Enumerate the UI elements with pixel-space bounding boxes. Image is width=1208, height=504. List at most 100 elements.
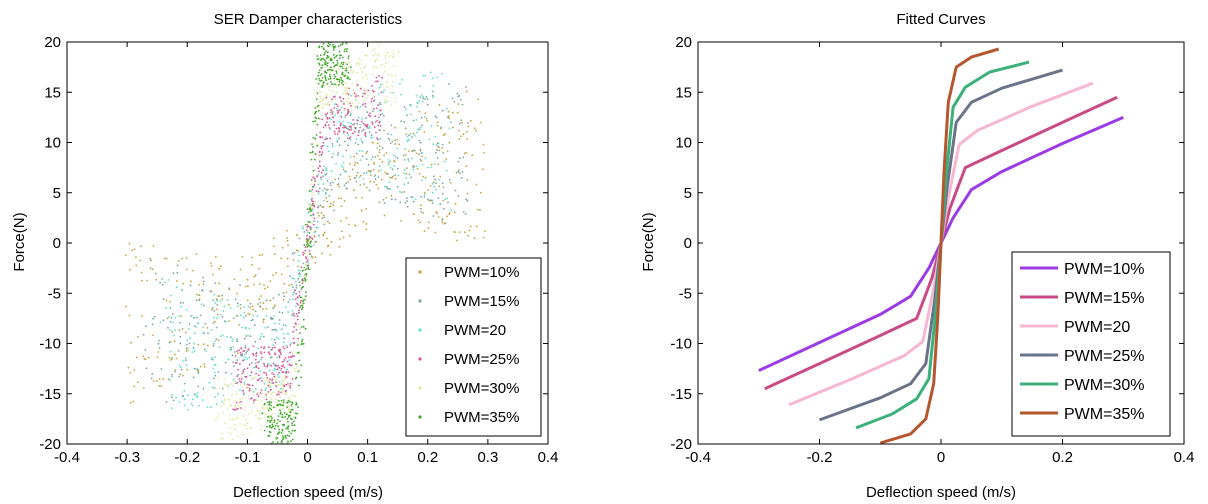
scatter-point: [318, 62, 320, 65]
scatter-point: [128, 242, 131, 245]
scatter-point: [388, 139, 391, 141]
scatter-point: [280, 383, 283, 386]
scatter-point: [287, 440, 289, 443]
scatter-point: [431, 202, 434, 205]
scatter-point: [289, 382, 292, 385]
scatter-point: [381, 178, 383, 181]
scatter-point: [319, 59, 322, 61]
scatter-point: [281, 413, 284, 416]
scatter-point: [293, 420, 295, 423]
scatter-point: [362, 89, 365, 92]
scatter-point: [313, 205, 316, 208]
scatter-point: [176, 264, 179, 267]
scatter-point: [365, 186, 368, 189]
scatter-point: [451, 112, 454, 114]
scatter-point: [287, 301, 290, 303]
scatter-point: [286, 346, 289, 349]
scatter-point: [178, 315, 180, 318]
scatter-point: [252, 401, 255, 403]
scatter-point: [353, 189, 355, 192]
scatter-point: [329, 137, 332, 140]
scatter-point: [188, 342, 191, 345]
scatter-point: [290, 403, 293, 406]
scatter-point: [252, 376, 255, 379]
scatter-point: [303, 231, 306, 233]
scatter-point: [334, 83, 336, 86]
scatter-point: [365, 171, 368, 174]
scatter-point: [281, 416, 284, 419]
scatter-point: [317, 109, 320, 112]
scatter-point: [321, 217, 324, 220]
scatter-point: [377, 93, 380, 95]
scatter-point: [314, 180, 317, 182]
scatter-point: [337, 74, 340, 76]
scatter-point: [243, 409, 246, 412]
scatter-point: [327, 45, 330, 48]
scatter-point: [270, 448, 272, 450]
scatter-point: [229, 349, 232, 352]
scatter-point: [311, 143, 313, 146]
scatter-point: [261, 356, 263, 359]
scatter-point: [413, 213, 415, 216]
scatter-point: [429, 71, 432, 74]
scatter-point: [306, 245, 309, 248]
scatter-point: [322, 234, 325, 237]
scatter-point: [239, 380, 241, 383]
scatter-point: [326, 116, 328, 119]
scatter-point: [165, 307, 167, 310]
scatter-point: [260, 417, 263, 419]
scatter-point: [282, 387, 285, 390]
scatter-point: [342, 92, 345, 95]
left-legend-box: [405, 257, 542, 437]
scatter-point: [481, 168, 484, 171]
scatter-point: [271, 445, 273, 447]
scatter-point: [329, 253, 332, 256]
scatter-point: [195, 299, 198, 302]
scatter-point: [347, 122, 350, 124]
scatter-point: [339, 124, 342, 127]
scatter-point: [312, 186, 314, 188]
scatter-point: [323, 98, 326, 100]
scatter-point: [362, 77, 364, 79]
scatter-point: [274, 384, 276, 387]
scatter-point: [308, 268, 311, 271]
scatter-point: [206, 327, 209, 329]
scatter-point: [299, 284, 301, 287]
scatter-point: [318, 153, 321, 156]
scatter-point: [390, 92, 393, 94]
scatter-point: [420, 116, 423, 119]
scatter-point: [285, 389, 287, 392]
scatter-point: [422, 97, 424, 100]
scatter-point: [246, 385, 249, 388]
scatter-point: [289, 344, 292, 346]
scatter-point: [266, 365, 268, 368]
scatter-point: [312, 213, 315, 216]
legend-label: PWM=25%: [1064, 348, 1144, 365]
scatter-point: [415, 131, 418, 134]
scatter-point: [307, 241, 310, 244]
scatter-point: [267, 352, 270, 354]
scatter-point: [142, 355, 145, 358]
scatter-point: [463, 231, 466, 234]
scatter-point: [321, 190, 324, 192]
scatter-point: [214, 396, 217, 398]
scatter-point: [349, 139, 352, 141]
scatter-point: [315, 78, 318, 80]
scatter-point: [332, 54, 335, 56]
scatter-point: [364, 102, 367, 105]
scatter-point: [252, 394, 255, 397]
scatter-point: [389, 176, 391, 179]
scatter-point: [332, 116, 334, 119]
scatter-point: [181, 257, 184, 260]
scatter-point: [400, 93, 402, 96]
scatter-point: [419, 96, 422, 99]
scatter-point: [309, 242, 312, 244]
scatter-point: [302, 300, 304, 303]
scatter-point: [383, 202, 386, 204]
scatter-point: [191, 404, 194, 407]
scatter-point: [149, 267, 152, 269]
scatter-point: [322, 233, 325, 236]
scatter-point: [312, 200, 315, 203]
scatter-point: [262, 335, 265, 338]
scatter-point: [403, 159, 406, 161]
